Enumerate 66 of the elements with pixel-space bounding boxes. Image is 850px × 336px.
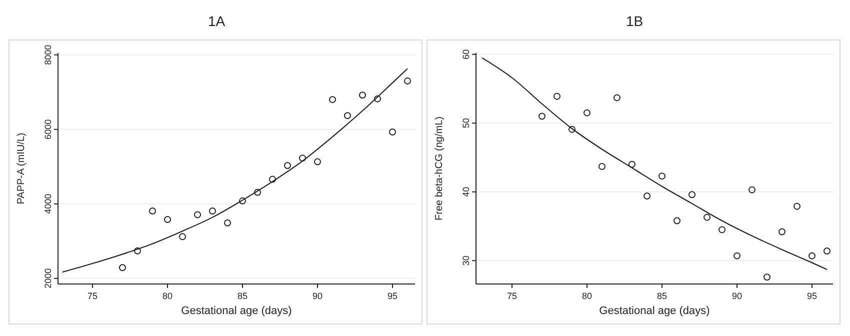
point [329,96,336,104]
point [119,264,126,272]
point [179,233,186,240]
point [374,95,381,102]
x-tick-label: 80 [162,291,173,301]
line-series [62,68,408,273]
point [134,247,141,254]
point [718,226,726,234]
point [794,202,800,210]
point [598,162,606,170]
point [688,191,696,198]
x-axis-title: Gestational age (days) [181,305,292,317]
point [299,154,306,162]
point [734,252,740,260]
point [224,219,231,226]
point [404,77,411,84]
y-axis-title: Free beta-hCG (ng/mL) [434,116,445,220]
x-tick-label: 85 [656,291,668,301]
point [824,248,830,254]
point [209,207,216,214]
x-axis-title: Gestational age (days) [599,305,710,317]
y-tick-label: 60 [461,49,471,60]
y-tick-label: 8000 [43,44,53,65]
point [269,176,276,183]
x-tick-label: 75 [506,291,518,301]
point [628,160,636,168]
point [808,252,816,260]
y-tick-label: 30 [461,256,471,266]
point [344,112,351,120]
point [584,109,590,116]
point [644,192,650,200]
x-tick-label: 95 [806,291,818,301]
point [674,217,680,224]
point [194,211,201,218]
point [254,188,261,196]
point [764,274,770,281]
point [704,214,710,221]
point [568,126,576,133]
y-axis-title: PAPP-A (mIU/L) [16,132,27,204]
point [748,186,756,194]
y-tick-label: 6000 [43,119,53,140]
point [359,92,366,99]
point [149,207,156,214]
y-tick-label: 40 [461,186,471,197]
y-tick-label: 50 [461,118,471,128]
x-tick-label: 80 [582,291,592,301]
point [239,197,246,204]
line-series [481,57,828,270]
x-tick-label: 95 [387,291,398,301]
point [284,162,291,170]
x-tick-label: 85 [237,291,248,301]
point [614,94,620,102]
point [658,172,666,180]
chart-title: 1B [626,13,644,29]
point [778,228,786,236]
point [389,128,396,136]
point [538,112,546,120]
y-tick-label: 2000 [43,268,53,288]
x-tick-label: 90 [732,291,742,301]
x-tick-label: 90 [312,291,323,301]
chart-title: 1A [208,13,226,29]
point [314,158,321,166]
point [554,92,560,100]
y-tick-label: 4000 [43,194,53,214]
point [164,216,171,224]
x-tick-label: 75 [87,291,98,301]
